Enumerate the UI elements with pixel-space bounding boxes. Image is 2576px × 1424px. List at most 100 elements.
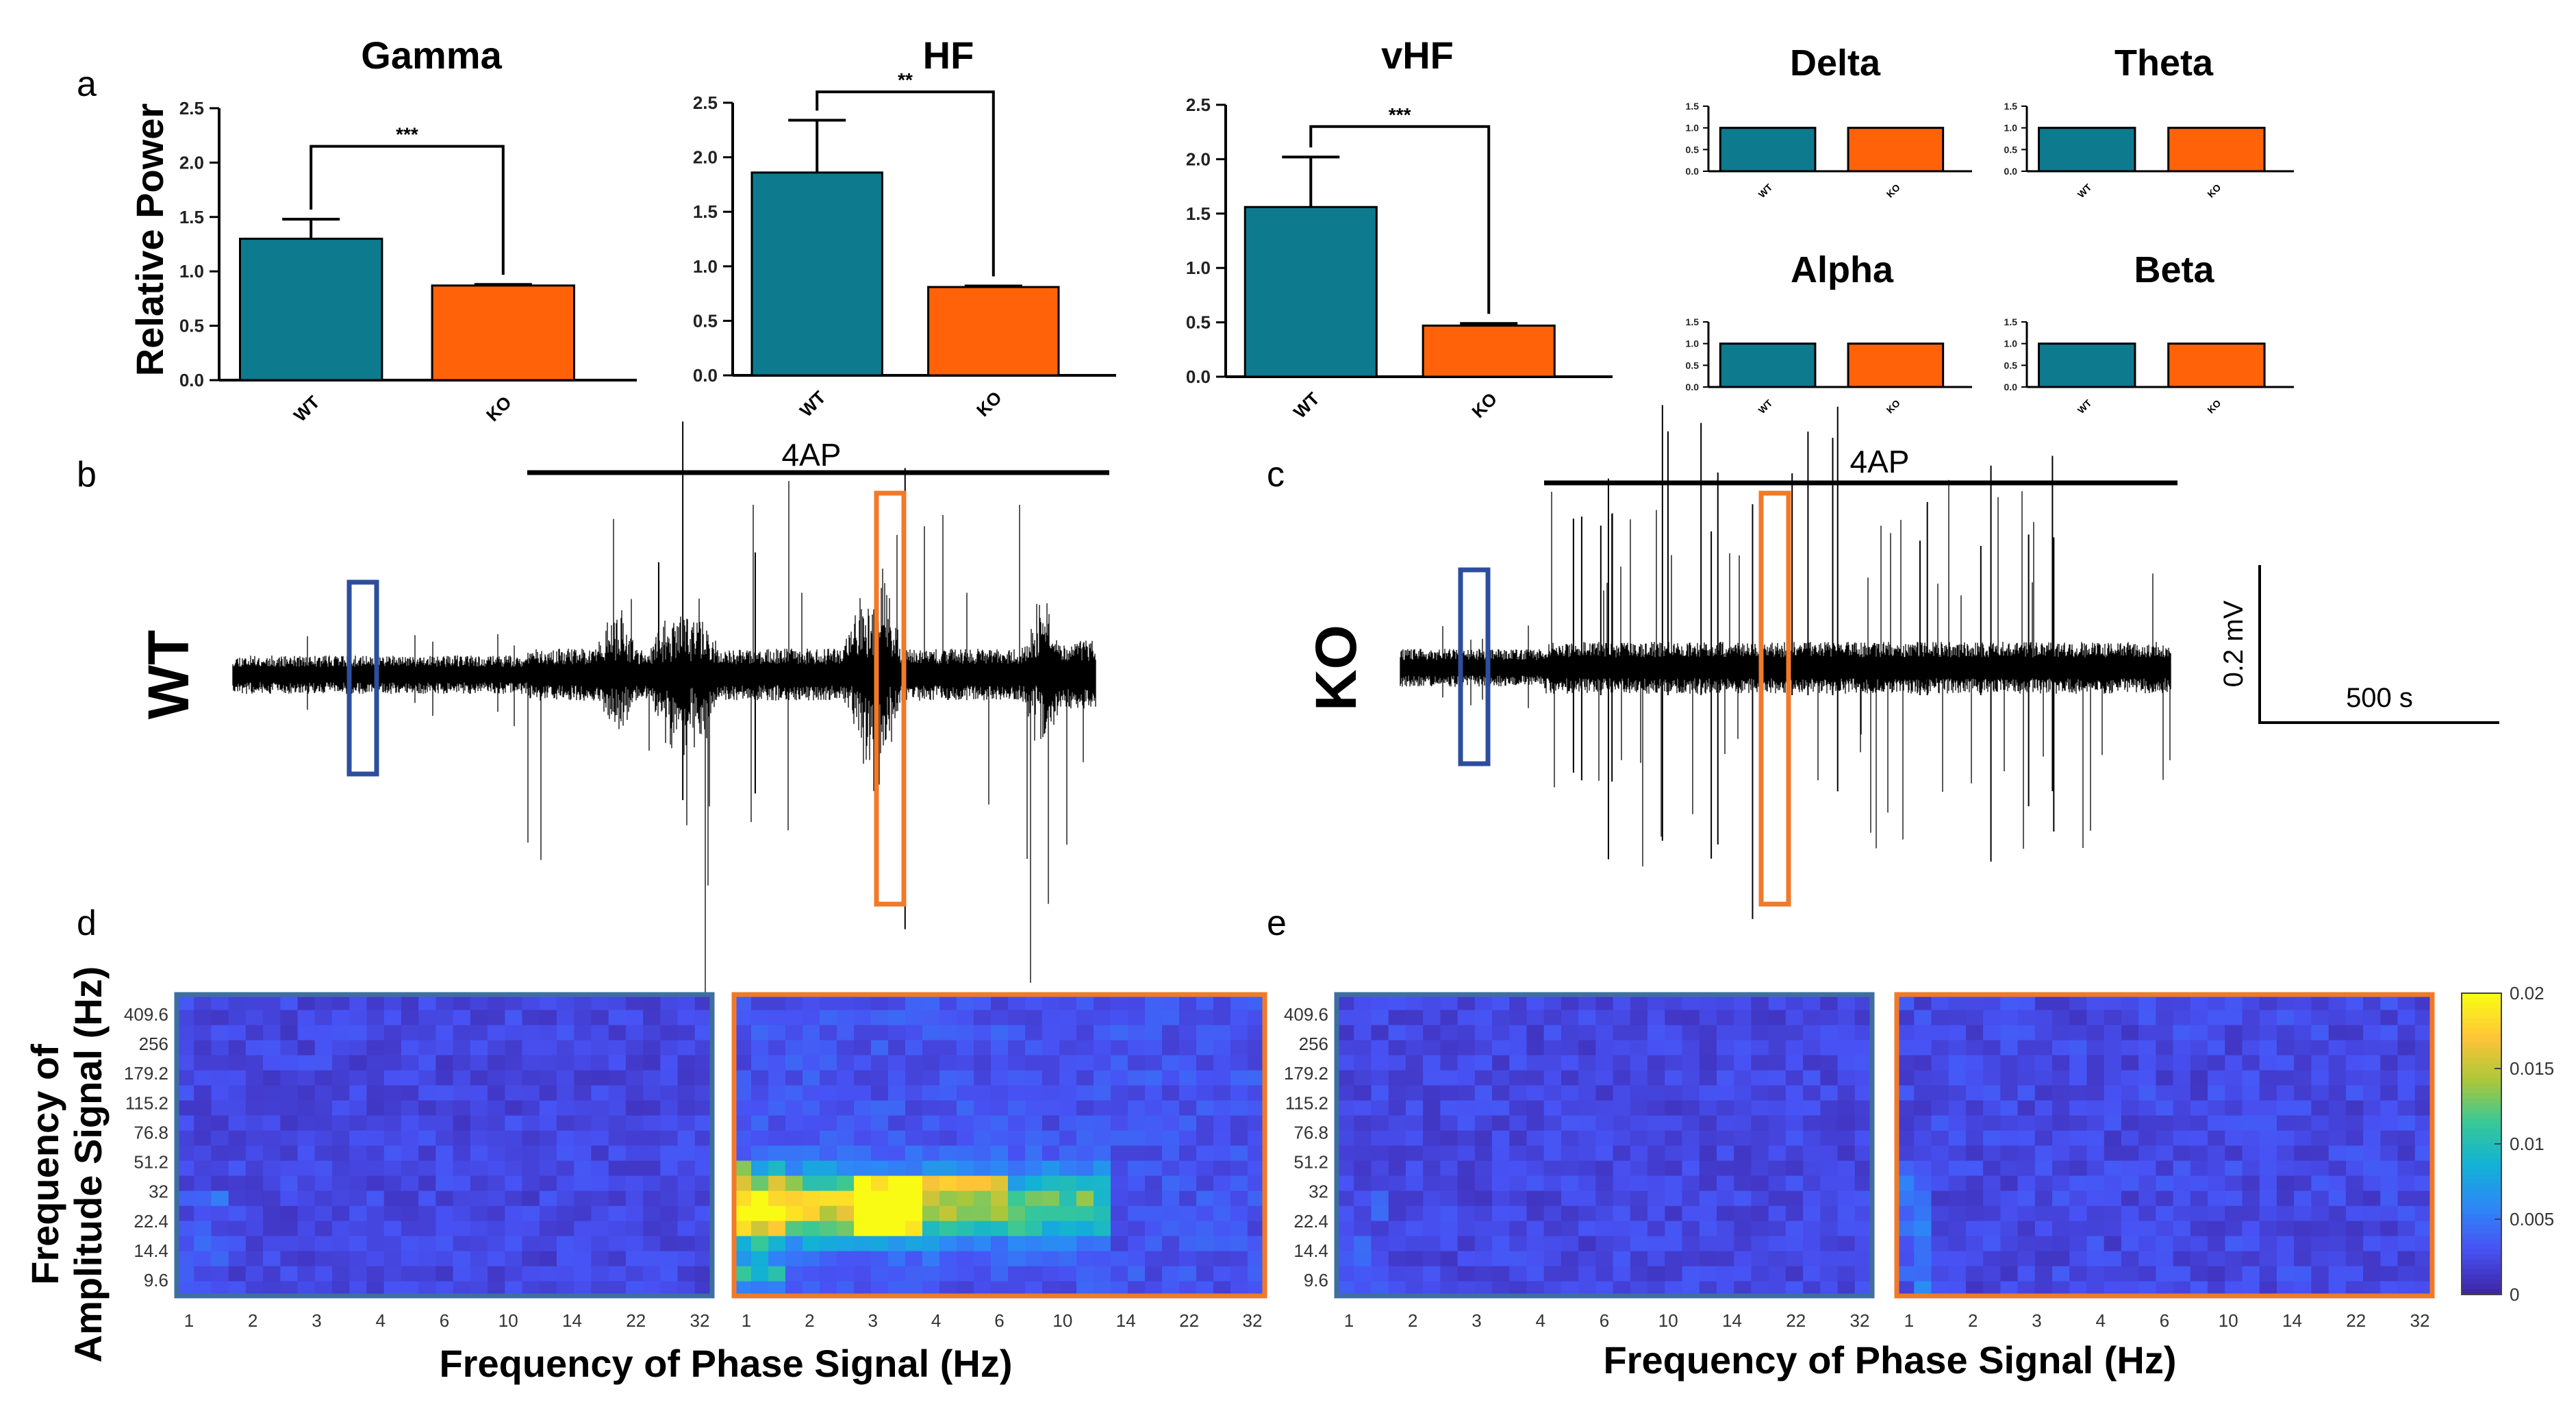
heatmap-cell xyxy=(1094,1206,1111,1221)
heatmap-cell xyxy=(1076,1266,1094,1282)
x-tick-label: 4 xyxy=(2096,1310,2106,1331)
heatmap-cell xyxy=(1008,1266,1026,1282)
x-tick-label: 32 xyxy=(690,1310,710,1331)
heatmap-cell xyxy=(1388,1175,1406,1191)
heatmap-cell xyxy=(1423,1206,1441,1221)
heatmap-cell xyxy=(1854,995,1873,1010)
heatmap-cell xyxy=(1768,1160,1786,1176)
heatmap-cell xyxy=(2156,1055,2174,1071)
heatmap-cell xyxy=(228,1010,247,1025)
heatmap-cell xyxy=(2328,995,2347,1010)
heatmap-cell xyxy=(1059,1100,1077,1116)
heatmap-cell xyxy=(366,1236,385,1251)
heatmap-cell xyxy=(768,1251,786,1266)
heatmap-cell xyxy=(1492,1100,1510,1116)
heatmap-cell xyxy=(2242,1115,2260,1131)
heatmap-cell xyxy=(2225,1221,2243,1236)
heatmap-cell xyxy=(1768,1221,1786,1236)
bar-chart-hf: HF0.00.51.01.52.02.5WT KO** xyxy=(693,34,1116,421)
heatmap-cell xyxy=(854,1160,872,1176)
heatmap-cell xyxy=(2363,1085,2381,1101)
heatmap-frame xyxy=(1334,992,1875,1299)
heatmap-cell xyxy=(453,1266,471,1282)
heatmap-cell xyxy=(1965,1040,1984,1055)
heatmap-cell xyxy=(505,1055,523,1071)
heatmap-cell xyxy=(2380,1070,2399,1086)
heatmap-cell xyxy=(768,1040,786,1055)
heatmap-cell xyxy=(1897,1040,1915,1055)
heatmap-cell xyxy=(177,1221,194,1236)
heatmap-cell xyxy=(1145,1040,1163,1055)
heatmap-cell xyxy=(194,1145,212,1161)
heatmap-cell xyxy=(957,1040,974,1055)
heatmap-cell xyxy=(1526,1070,1545,1086)
heatmap-cell xyxy=(470,1085,488,1101)
heatmap-cell xyxy=(2086,995,2105,1010)
colorbar-segment xyxy=(2462,1053,2501,1060)
heatmap-cell xyxy=(1094,1025,1111,1040)
heatmap-cell xyxy=(1595,1115,1614,1131)
heatmap-cell xyxy=(871,1130,889,1146)
heatmap-cell xyxy=(1405,1236,1424,1251)
heatmap-cell xyxy=(1734,1160,1752,1176)
bar-chart-title: HF xyxy=(923,34,974,77)
heatmap-cell xyxy=(2294,1160,2312,1176)
heatmap-cell xyxy=(2259,1221,2277,1236)
heatmap-cell xyxy=(922,1055,940,1071)
heatmap-cell xyxy=(1630,1145,1648,1161)
heatmap-cell xyxy=(349,1100,368,1116)
colorbar-segment xyxy=(2462,1184,2501,1190)
heatmap-cell xyxy=(1647,995,1665,1010)
heatmap-cell xyxy=(332,995,350,1010)
heatmap-cell xyxy=(2121,1085,2139,1101)
heatmap-cell xyxy=(1388,1070,1406,1086)
heatmap-cell xyxy=(643,1266,661,1282)
heatmap-cell xyxy=(1059,1040,1077,1055)
heatmap-cell xyxy=(2017,1085,2036,1101)
heatmap-cell xyxy=(1423,1281,1441,1297)
heatmap-cell xyxy=(1914,1145,1932,1161)
heatmap-cell xyxy=(591,1130,609,1146)
heatmap-cell xyxy=(332,1281,350,1297)
heatmap-cell xyxy=(194,995,212,1010)
heatmap-cell xyxy=(1613,1070,1631,1086)
heatmap-cell xyxy=(660,1160,679,1176)
heatmap-cell xyxy=(820,1100,837,1116)
heatmap-cell xyxy=(177,1010,194,1025)
heatmap-cell xyxy=(1457,1070,1476,1086)
heatmap-cell xyxy=(2414,1236,2433,1251)
heatmap-cell xyxy=(2034,1190,2053,1206)
heatmap-cell xyxy=(1526,1266,1545,1282)
heatmap-cell xyxy=(1128,1130,1146,1146)
heatmap-cell xyxy=(1162,1160,1180,1176)
heatmap-cell xyxy=(539,1190,557,1206)
heatmap-cell xyxy=(2017,1010,2036,1025)
heatmap-cell xyxy=(1578,1145,1596,1161)
heatmap-cell xyxy=(922,1236,940,1251)
heatmap-cell xyxy=(470,1251,488,1266)
heatmap-cell xyxy=(2138,1115,2156,1131)
heatmap-cell xyxy=(751,995,769,1010)
x-tick-label: 4 xyxy=(1536,1310,1545,1331)
heatmap-cell xyxy=(974,1221,992,1236)
y-tick-label: 409.6 xyxy=(124,1004,168,1025)
heatmap-cell xyxy=(1716,1175,1734,1191)
heatmap-cell xyxy=(1665,995,1683,1010)
colorbar-segment xyxy=(2462,1179,2501,1185)
heatmap-cell xyxy=(2000,1010,2019,1025)
heatmap-cell xyxy=(694,1085,713,1101)
heatmap-cell xyxy=(435,1130,454,1146)
heatmap-cell xyxy=(2242,1025,2260,1040)
heatmap-cell xyxy=(957,1190,974,1206)
heatmap-cell xyxy=(1543,1070,1562,1086)
heatmap-cell xyxy=(522,1190,540,1206)
heatmap-cell xyxy=(768,1010,786,1025)
heatmap-cell xyxy=(2311,1130,2329,1146)
heatmap-cell xyxy=(2345,1055,2364,1071)
heatmap-cell xyxy=(1768,1070,1786,1086)
bar-wt xyxy=(1243,205,1378,378)
heatmap-cell xyxy=(1837,1251,1856,1266)
colorbar-segment xyxy=(2462,1144,2501,1150)
heatmap-cell xyxy=(1230,1130,1248,1146)
heatmap-frame xyxy=(731,992,1267,1299)
